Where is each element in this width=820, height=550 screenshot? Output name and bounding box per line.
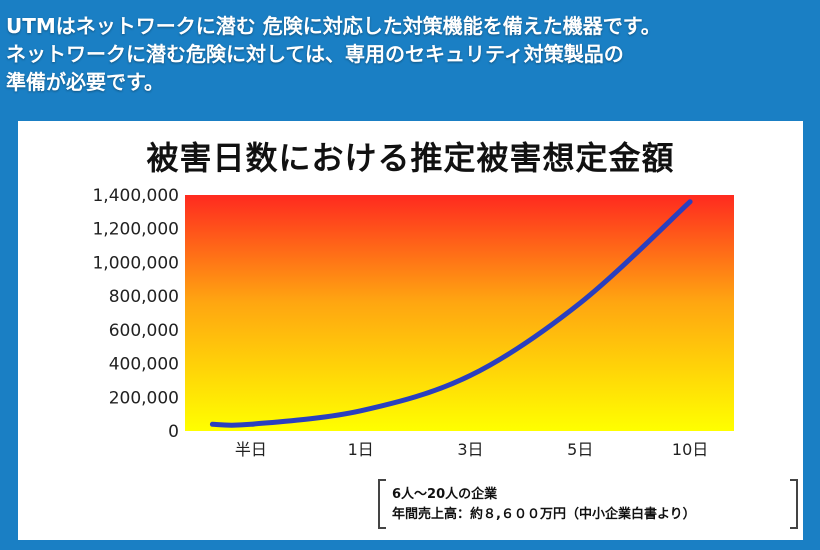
note-bracket-right [790, 479, 798, 529]
y-tick-label: 800,000 [109, 287, 179, 307]
x-tick-label: 5日 [567, 440, 593, 459]
headline: UTMはネットワークに潜む 危険に対応した対策機能を備えた機器です。 ネットワー… [6, 12, 818, 96]
headline-line-2: ネットワークに潜む危険に対しては、専用のセキュリティ対策製品の [6, 42, 624, 66]
chart-card: 被害日数における推定被害想定金額 0 200,000 400,000 600,000 8… [18, 121, 803, 540]
x-axis: 半日 1日 3日 5日 10日 [235, 440, 708, 459]
headline-line-3: 準備が必要です。 [6, 70, 164, 94]
y-tick-label: 400,000 [109, 355, 179, 375]
series-layer [209, 199, 693, 428]
y-tick-label: 1,000,000 [92, 253, 179, 273]
y-tick-label: 1,400,000 [92, 186, 179, 206]
y-tick-label: 200,000 [109, 388, 179, 408]
source-note: 6人〜20人の企業 年間売上高：約８,６００万円（中小企業白書より） [378, 479, 798, 529]
x-tick-label: 半日 [235, 440, 267, 459]
y-tick-label: 1,200,000 [92, 220, 179, 240]
x-tick-label: 10日 [672, 440, 708, 459]
y-axis: 0 200,000 400,000 600,000 800,000 1,000,000 1,… [92, 186, 179, 442]
line-chart: 0 200,000 400,000 600,000 800,000 1,000,000 1,… [92, 186, 734, 459]
x-tick-label: 3日 [457, 440, 483, 459]
x-tick-label: 1日 [348, 440, 374, 459]
note-bracket-left [378, 479, 386, 529]
chart-title: 被害日数における推定被害想定金額 [146, 139, 675, 177]
note-line-1: 6人〜20人の企業 [392, 487, 498, 502]
series-line [209, 199, 693, 428]
y-tick-label: 0 [168, 422, 179, 442]
plot-background [185, 195, 734, 431]
y-tick-label: 600,000 [109, 321, 179, 341]
headline-line-1: UTMはネットワークに潜む 危険に対応した対策機能を備えた機器です。 [6, 14, 661, 38]
note-line-2: 年間売上高：約８,６００万円（中小企業白書より） [392, 507, 696, 522]
